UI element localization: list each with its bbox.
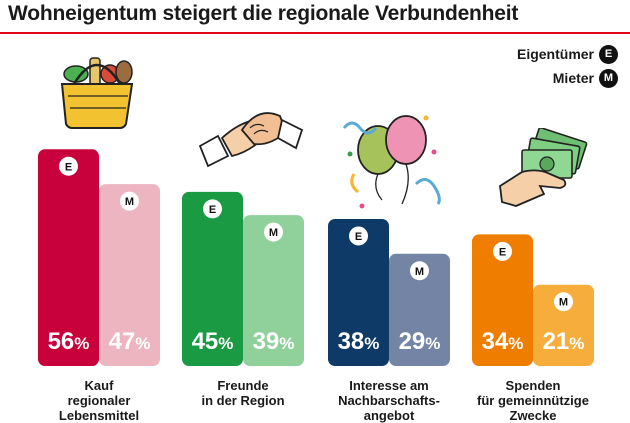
bar-badge-circle-owner-1	[59, 156, 78, 176]
legend-label-tenant: Mieter	[552, 70, 594, 86]
bar-badge-circle-tenant-3	[410, 261, 429, 281]
balloons-icon	[342, 115, 441, 209]
bar-badge-tenant-3: M	[415, 266, 424, 278]
bar-badge-owner-2: E	[209, 204, 216, 216]
bar-owner-4	[472, 234, 533, 366]
bar-badge-circle-owner-3	[349, 226, 368, 246]
money-hand-icon	[499, 128, 588, 207]
bar-badge-circle-tenant-4	[554, 292, 573, 312]
bar-value-tenant-2: 39%	[253, 328, 295, 355]
bar-tenant-1	[99, 184, 160, 366]
bar-value-owner-4: 34%	[482, 328, 524, 355]
legend-label-owner: Eigentümer	[516, 46, 594, 62]
bar-badge-tenant-2: M	[269, 227, 278, 239]
legend: Eigentümer E Mieter M	[517, 42, 618, 90]
bar-badge-circle-owner-2	[203, 199, 222, 219]
bar-tenant-4	[533, 284, 594, 366]
bar-tenant-2	[243, 215, 304, 366]
bar-value-owner-2: 45%	[192, 328, 234, 355]
bar-badge-circle-tenant-1	[120, 191, 139, 211]
bar-value-tenant-4: 21%	[543, 328, 585, 355]
bar-badge-circle-tenant-2	[264, 222, 283, 242]
bar-tenant-3	[389, 253, 450, 366]
legend-item-owner: Eigentümer E	[517, 42, 618, 66]
category-label-1: Kauf regionaler Lebensmittel	[58, 378, 140, 423]
bar-badge-tenant-4: M	[559, 297, 568, 309]
category-label-4: Spenden für gemeinnützige Zwecke	[477, 378, 589, 423]
bar-badge-owner-1: E	[65, 161, 72, 173]
bar-value-owner-1: 56%	[48, 328, 90, 355]
bar-badge-owner-3: E	[355, 231, 362, 243]
bar-badge-owner-4: E	[499, 246, 506, 258]
bar-owner-2	[182, 191, 243, 366]
bar-owner-3	[328, 218, 389, 366]
title-divider	[0, 32, 630, 34]
legend-item-tenant: Mieter M	[517, 66, 618, 90]
bar-value-tenant-3: 29%	[399, 328, 441, 355]
bar-badge-tenant-1: M	[125, 196, 134, 208]
handshake-icon	[198, 112, 304, 168]
food-basket-icon	[60, 57, 134, 129]
bar-value-tenant-1: 47%	[109, 328, 151, 355]
bar-owner-1	[38, 149, 99, 366]
category-label-2: Freunde in der Region	[201, 378, 285, 408]
legend-badge-owner: E	[599, 44, 618, 64]
bar-badge-circle-owner-4	[493, 241, 512, 261]
chart-title: Wohneigentum steigert die regionale Verb…	[8, 2, 519, 25]
category-label-3: Interesse am Nachbarschafts- angebot	[338, 378, 440, 423]
bar-chart: E 56% M 47% E 45% M 39% E 38% M 29% E 34% M 21%	[38, 149, 594, 366]
legend-badge-tenant: M	[599, 68, 618, 88]
bar-value-owner-3: 38%	[338, 328, 380, 355]
